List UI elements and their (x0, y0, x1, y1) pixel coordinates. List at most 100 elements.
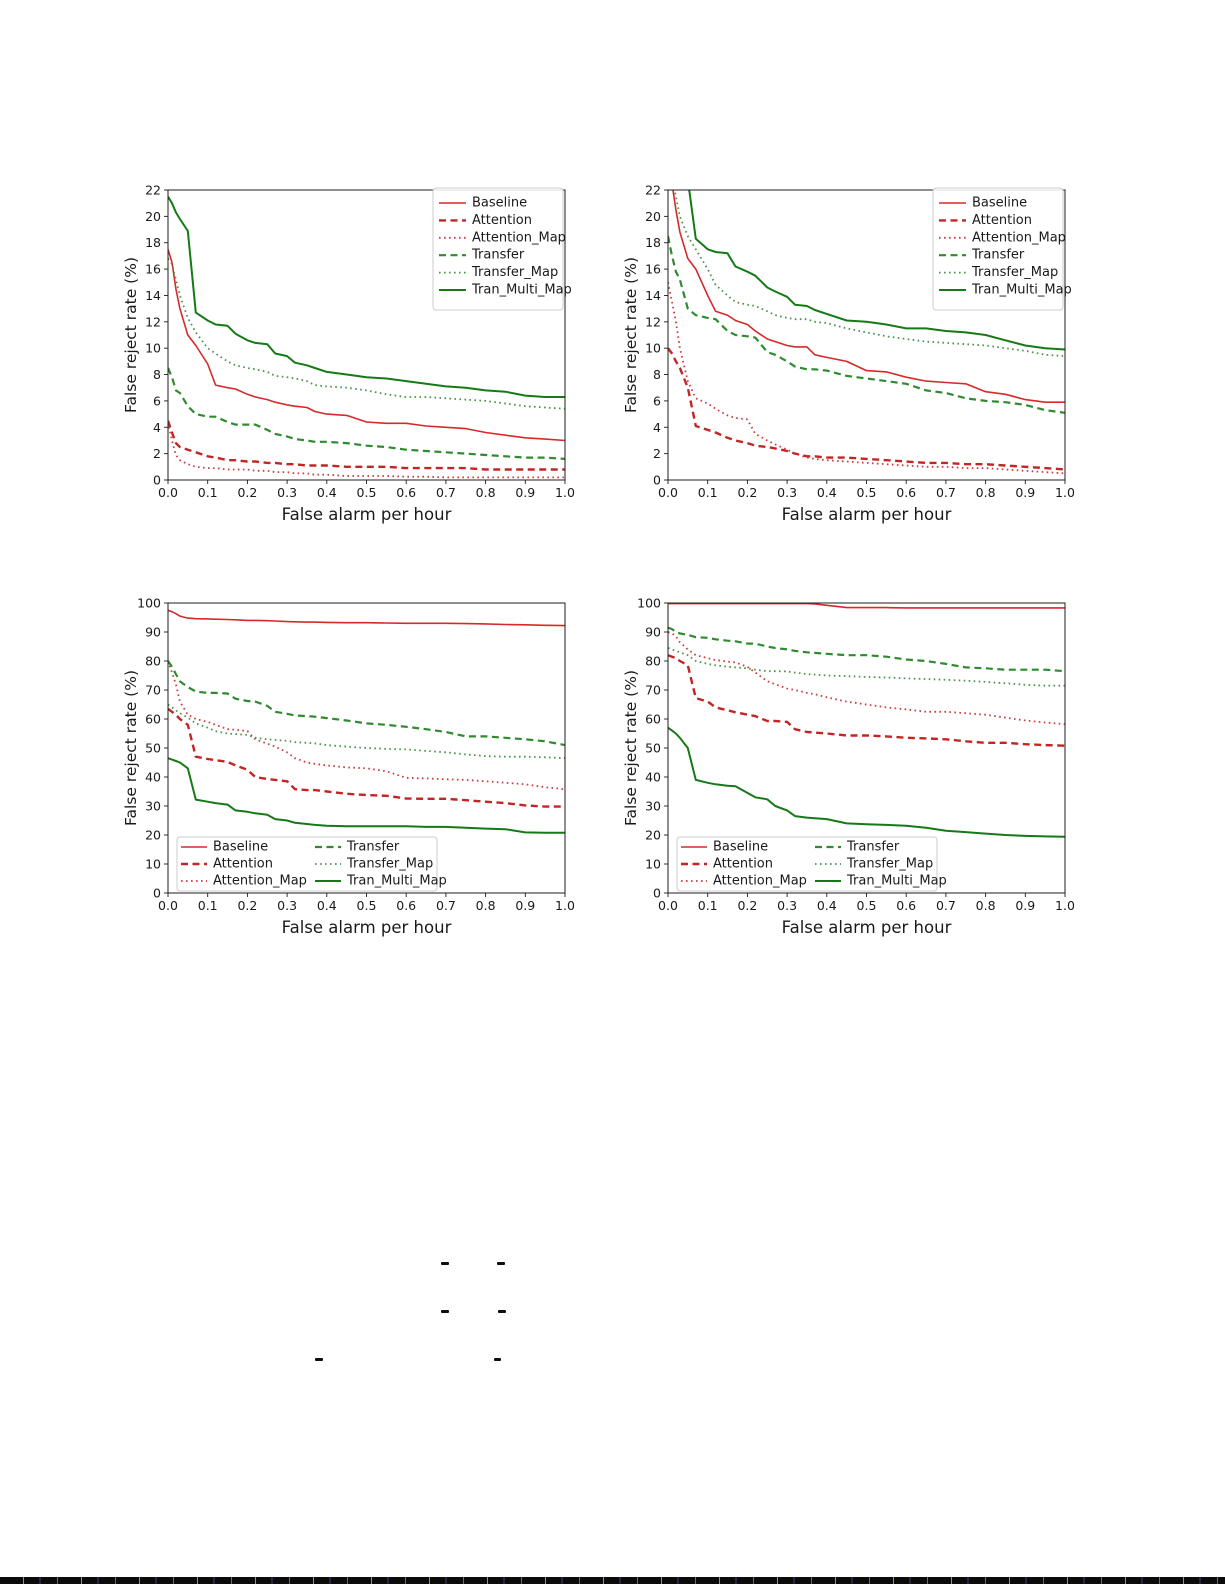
y-tick-label: 0 (153, 886, 161, 901)
x-tick-label: 0.8 (476, 485, 496, 500)
x-tick-label: 0.2 (737, 898, 757, 913)
legend-label: Baseline (972, 196, 1027, 211)
series-line-attention (168, 420, 565, 471)
x-tick-label: 1.0 (555, 485, 575, 500)
y-tick-label: 20 (645, 828, 661, 843)
series-line-attention_map (168, 660, 565, 791)
x-tick-label: 0.6 (896, 898, 916, 913)
y-tick-label: 18 (145, 235, 161, 250)
series-line-transfer_map (673, 189, 1065, 357)
stray-dash-mark (441, 1310, 449, 1313)
y-tick-label: 6 (653, 393, 661, 408)
x-tick-label: 0.6 (396, 485, 416, 500)
x-tick-label: 0.4 (817, 485, 837, 500)
legend-label: Attention (972, 213, 1032, 228)
y-tick-label: 0 (153, 473, 161, 488)
y-tick-label: 6 (153, 393, 161, 408)
x-tick-label: 0.4 (817, 898, 837, 913)
x-tick-label: 0.2 (237, 898, 257, 913)
y-axis-label: False reject rate (%) (622, 670, 640, 826)
y-tick-label: 90 (645, 625, 661, 640)
y-tick-label: 60 (145, 712, 161, 727)
x-tick-label: 0.9 (515, 485, 535, 500)
x-tick-label: 0.9 (1015, 485, 1035, 500)
x-tick-label: 0.2 (237, 485, 257, 500)
legend-label: Transfer (971, 248, 1025, 263)
legend: Baseline Attention Attention_Map Transfer Tr… (676, 836, 947, 892)
plot-border (667, 602, 1066, 894)
x-tick-label: 0.0 (158, 898, 178, 913)
legend-label: Attention_Map (472, 230, 566, 245)
stray-dash-mark (441, 1262, 449, 1265)
y-tick-label: 8 (153, 367, 161, 382)
legend-label: Baseline (713, 840, 768, 855)
plot-border (167, 602, 566, 894)
y-tick-label: 12 (145, 314, 161, 329)
y-tick-label: 60 (645, 712, 661, 727)
x-tick-label: 0.6 (896, 485, 916, 500)
y-tick-label: 70 (145, 683, 161, 698)
plot-border (667, 189, 1066, 481)
x-tick-label: 1.0 (555, 898, 575, 913)
legend-box (176, 836, 438, 892)
legend-label: Baseline (213, 840, 268, 855)
legend-label: Baseline (472, 196, 527, 211)
stray-dash-mark (498, 1310, 506, 1313)
x-tick-label: 0.8 (476, 898, 496, 913)
y-tick-label: 12 (645, 314, 661, 329)
y-axis-label: False reject rate (%) (122, 670, 140, 826)
y-tick-label: 20 (145, 828, 161, 843)
legend-label: Transfer_Map (346, 857, 433, 872)
legend-box (676, 836, 938, 892)
x-tick-label: 0.7 (436, 898, 456, 913)
y-tick-label: 2 (153, 446, 161, 461)
series-line-attention_map (668, 631, 1065, 726)
legend: Baseline Attention Attention_Map Transfer Tr… (176, 836, 447, 892)
x-tick-label: 0.5 (857, 485, 877, 500)
x-tick-label: 0.3 (277, 898, 297, 913)
x-axis-label: False alarm per hour (782, 918, 952, 937)
legend: Baseline Attention Attention_Map Transfer Tr… (932, 187, 1072, 311)
y-tick-label: 10 (645, 857, 661, 872)
x-tick-label: 0.0 (158, 485, 178, 500)
y-tick-label: 14 (645, 288, 661, 303)
x-tick-label: 0.0 (658, 485, 678, 500)
series-line-baseline (668, 602, 1065, 609)
det-curve-chart-bottom-left: 0.0 0.1 0.2 0.3 0.4 0.5 0.6 0.7 0.8 0.9 1.0 0 10 20 30… (110, 583, 600, 958)
legend-label: Transfer_Map (971, 265, 1058, 280)
y-tick-label: 10 (145, 341, 161, 356)
x-tick-label: 0.5 (357, 485, 377, 500)
y-tick-label: 30 (645, 799, 661, 814)
series-line-transfer_map (668, 647, 1065, 687)
legend-label: Attention_Map (972, 230, 1066, 245)
y-tick-label: 50 (145, 741, 161, 756)
series-line-transfer (168, 367, 565, 460)
legend-label: Attention (213, 857, 273, 872)
plot-border (167, 189, 566, 481)
y-tick-label: 0 (653, 473, 661, 488)
legend-label: Tran_Multi_Map (471, 283, 572, 298)
x-tick-label: 0.3 (777, 898, 797, 913)
legend-box (932, 187, 1064, 311)
x-axis-label: False alarm per hour (282, 505, 452, 524)
y-tick-label: 100 (637, 596, 661, 611)
chart-svg: 0.0 0.1 0.2 0.3 0.4 0.5 0.6 0.7 0.8 0.9 1.0 0 2 4 6 8 10… (622, 183, 1075, 525)
y-tick-label: 8 (653, 367, 661, 382)
x-tick-label: 1.0 (1055, 485, 1075, 500)
legend-label: Attention_Map (213, 874, 307, 889)
series-line-transfer_map (168, 703, 565, 760)
det-curve-chart-top-left: 0.0 0.1 0.2 0.3 0.4 0.5 0.6 0.7 0.8 0.9 1.0 0 2 4 6 8 10… (110, 170, 600, 545)
y-tick-label: 10 (145, 857, 161, 872)
y-tick-label: 50 (645, 741, 661, 756)
series-line-attention (168, 707, 565, 808)
y-tick-label: 16 (645, 262, 661, 277)
series-line-baseline (168, 609, 565, 627)
series-line-baseline (672, 189, 1065, 403)
x-tick-label: 0.1 (698, 898, 718, 913)
legend-box (432, 187, 564, 311)
x-tick-label: 0.7 (936, 898, 956, 913)
legend-label: Transfer_Map (471, 265, 558, 280)
y-tick-label: 16 (145, 262, 161, 277)
legend-label: Tran_Multi_Map (846, 874, 947, 889)
